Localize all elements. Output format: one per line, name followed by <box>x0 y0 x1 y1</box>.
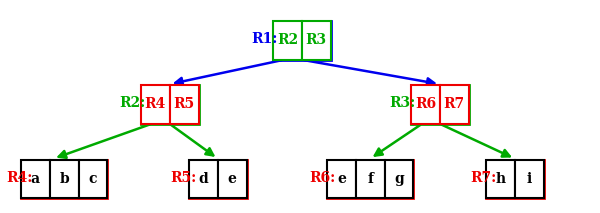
Text: R2: R2 <box>277 33 298 47</box>
Bar <box>411 85 469 124</box>
Bar <box>486 160 544 198</box>
Text: h: h <box>496 172 505 186</box>
Text: i: i <box>527 172 532 186</box>
Text: e: e <box>228 172 236 186</box>
Bar <box>327 160 356 198</box>
Bar <box>440 85 469 124</box>
Text: R6: R6 <box>415 97 436 111</box>
Text: R5:: R5: <box>170 171 197 185</box>
Bar <box>189 160 218 198</box>
Bar <box>189 160 247 198</box>
Text: d: d <box>199 172 208 186</box>
Bar <box>141 85 170 124</box>
Bar <box>50 160 79 198</box>
Bar <box>327 160 413 198</box>
Text: R7:: R7: <box>470 171 497 185</box>
Bar <box>411 85 440 124</box>
Text: e: e <box>337 172 346 186</box>
Text: b: b <box>59 172 69 186</box>
Bar <box>79 160 107 198</box>
Text: R5: R5 <box>173 97 195 111</box>
Text: R3:: R3: <box>389 96 415 110</box>
Bar <box>302 21 331 60</box>
Text: R7: R7 <box>443 97 465 111</box>
Bar <box>273 21 331 60</box>
Text: R4:: R4: <box>6 171 32 185</box>
Text: R1:: R1: <box>251 32 277 46</box>
Bar <box>218 160 247 198</box>
Text: c: c <box>89 172 97 186</box>
Text: a: a <box>31 172 40 186</box>
Bar <box>21 160 50 198</box>
Bar <box>486 160 515 198</box>
Bar <box>356 160 385 198</box>
Text: R4: R4 <box>145 97 166 111</box>
Text: R3: R3 <box>305 33 327 47</box>
Text: R6:: R6: <box>309 171 335 185</box>
Bar <box>21 160 107 198</box>
Bar <box>170 85 199 124</box>
Bar <box>515 160 544 198</box>
Bar <box>385 160 413 198</box>
Text: R2:: R2: <box>119 96 145 110</box>
Bar <box>273 21 302 60</box>
Text: g: g <box>394 172 404 186</box>
Text: f: f <box>367 172 373 186</box>
Bar <box>141 85 199 124</box>
